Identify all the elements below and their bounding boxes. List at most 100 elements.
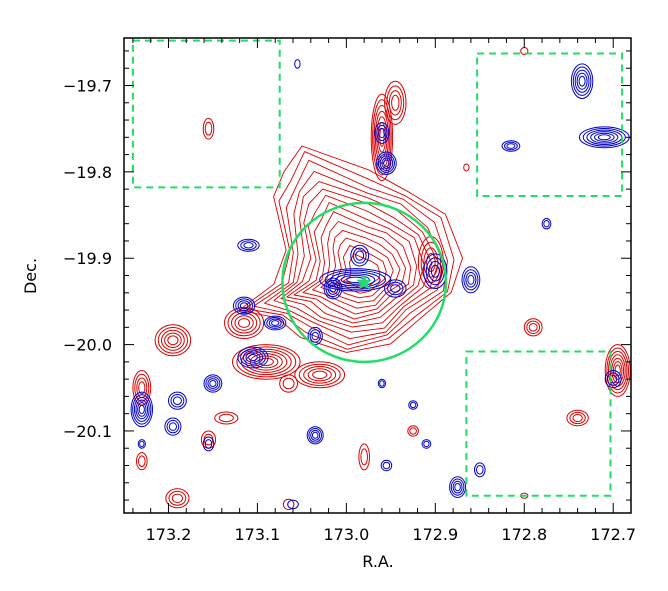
blue-contour [243, 242, 254, 249]
blue-contour [172, 396, 182, 406]
red-contour [608, 350, 628, 391]
red-main-contour [320, 229, 401, 304]
red-contour [294, 361, 346, 389]
blue-contour [409, 401, 417, 409]
blue-contour [374, 122, 390, 144]
blue-contour [164, 417, 182, 436]
red-main-contour [293, 202, 418, 320]
blue-contour [582, 128, 626, 147]
x-tick-label: 173.1 [234, 525, 280, 544]
blue-contour [377, 378, 386, 389]
blue-contour [350, 244, 370, 267]
blue-contour [309, 329, 321, 343]
blue-contour [237, 300, 251, 312]
red-main-contour [302, 211, 412, 315]
blue-contour [166, 419, 180, 434]
red-contour [279, 374, 299, 393]
red-contour [138, 381, 146, 395]
red-main-contour [312, 221, 407, 309]
x-tick-label: 172.8 [501, 525, 547, 544]
blue-contour [355, 250, 365, 261]
blue-contours [130, 59, 630, 510]
blue-contour [130, 391, 154, 428]
red-contour [370, 93, 394, 182]
blue-contour [606, 372, 620, 386]
red-contour [528, 323, 538, 332]
blue-contour [237, 238, 260, 252]
red-contour [360, 448, 369, 466]
cluster-circle [281, 201, 448, 364]
x-tick-label: 172.7 [590, 525, 636, 544]
red-contour [164, 332, 182, 348]
blue-contour [423, 440, 430, 448]
blue-contour [268, 318, 282, 328]
blue-contour [408, 400, 419, 410]
blue-contour [504, 141, 518, 151]
blue-contour [574, 69, 590, 93]
blue-contour [381, 157, 392, 169]
red-contour [463, 163, 470, 172]
blue-contour [245, 352, 261, 363]
red-contour [572, 414, 583, 422]
blue-contour [242, 350, 264, 365]
red-contour [606, 347, 630, 394]
blue-contour [294, 59, 301, 69]
x-axis-title: R.A. [362, 552, 393, 571]
red-contour [167, 335, 179, 346]
blue-contour [248, 354, 258, 361]
blue-contour [209, 380, 217, 387]
red-contour [165, 488, 190, 509]
blue-contour [329, 284, 337, 293]
blue-contour [330, 271, 381, 289]
blue-contour [232, 296, 256, 315]
red-contour [312, 370, 328, 379]
y-tick-label: −20.1 [63, 422, 112, 441]
blue-contour [461, 266, 481, 294]
blue-contour [239, 302, 249, 310]
blue-contour [467, 274, 475, 285]
y-tick-label: −19.8 [63, 163, 112, 182]
blue-contour [597, 134, 611, 141]
blue-contour [271, 320, 280, 326]
blue-contour [168, 391, 187, 410]
red-main-contour [280, 188, 433, 328]
center-star-marker [356, 273, 373, 290]
red-contour [388, 90, 402, 116]
x-tick-label: 173.0 [323, 525, 369, 544]
red-contour [202, 117, 215, 140]
red-contour [282, 377, 295, 390]
blue-contour [135, 399, 149, 420]
axis-ticks [124, 38, 631, 513]
red-main-contour [253, 159, 448, 346]
red-contour [204, 121, 213, 136]
blue-contour [423, 253, 448, 290]
red-contour [384, 80, 407, 125]
red-contour [569, 411, 586, 425]
y-tick-label: −19.7 [63, 77, 112, 96]
red-main-contour [286, 194, 425, 324]
blue-contour [576, 72, 588, 90]
red-contour [240, 348, 292, 376]
blue-contour [570, 63, 594, 99]
blue-contour [543, 220, 550, 228]
blue-contour [319, 268, 392, 292]
blue-contour [266, 317, 285, 329]
red-contour [234, 315, 254, 331]
blue-contour [501, 140, 521, 152]
blue-contour [352, 247, 367, 264]
blue-contour [139, 440, 145, 448]
red-contour [157, 327, 188, 354]
blue-contour [205, 376, 221, 391]
red-contour [258, 357, 274, 366]
red-main-contour [334, 245, 387, 294]
dashed-box [131, 39, 281, 189]
blue-contour [474, 462, 486, 478]
red-contour [231, 344, 301, 380]
red-contour [303, 366, 337, 384]
red-main-contour [273, 181, 439, 333]
red-contour [372, 99, 392, 176]
blue-contour [376, 151, 397, 175]
blue-contour [387, 281, 404, 296]
red-contour [282, 498, 295, 511]
